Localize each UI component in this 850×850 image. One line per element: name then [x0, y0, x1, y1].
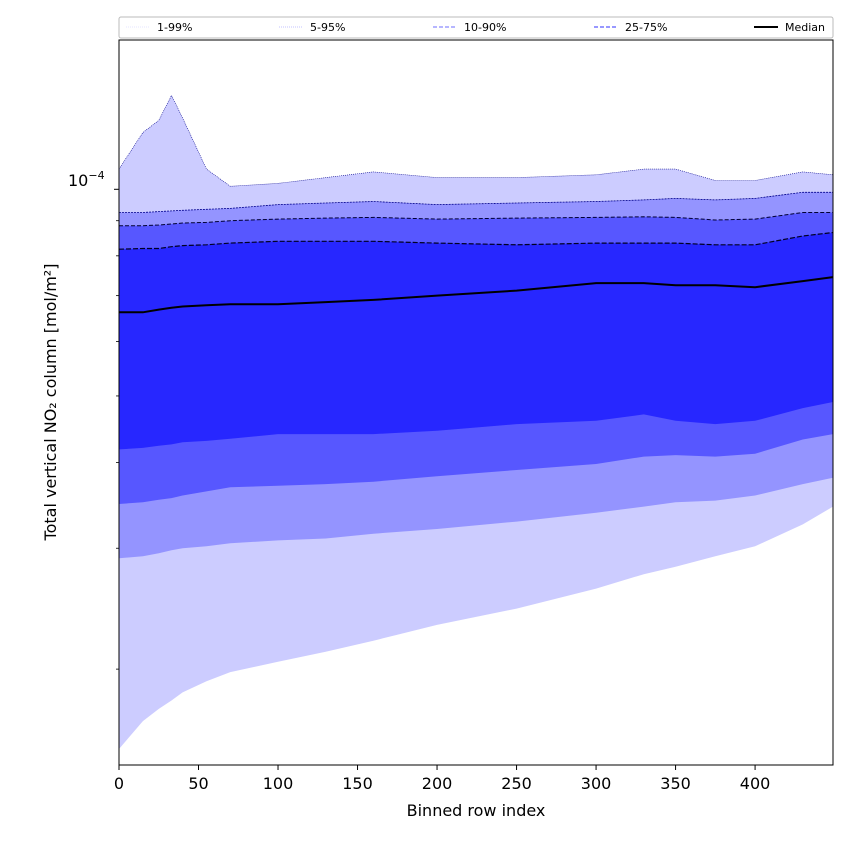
bands-group [119, 94, 833, 749]
plot-frame [118, 39, 834, 766]
y-axis: 10−4 [68, 169, 119, 670]
plot-area [119, 94, 833, 749]
legend-label: 25-75% [625, 21, 667, 34]
legend-label: 1-99% [157, 21, 192, 34]
y-axis-label: Total vertical NO₂ column [mol/m²] [41, 264, 60, 542]
x-tick-label: 300 [581, 774, 612, 793]
legend-box [118, 16, 834, 39]
line-10-90-upper [119, 212, 833, 227]
legend: 1-99% 5-95% 10-90% 25-75% Median [118, 16, 834, 39]
legend-label: 10-90% [464, 21, 506, 34]
band-25-75 [119, 232, 833, 450]
y-tick-exponent: −4 [88, 169, 104, 182]
line-25-75-upper [119, 231, 833, 250]
legend-label: Median [785, 21, 825, 34]
x-tick-label: 150 [342, 774, 373, 793]
legend-label: 5-95% [310, 21, 345, 34]
x-tick-label: 100 [263, 774, 294, 793]
x-tick-label: 400 [740, 774, 771, 793]
y-tick-label: 10−4 [68, 169, 105, 190]
x-axis-label: Binned row index [407, 801, 546, 820]
line-1-99-upper [119, 94, 833, 187]
x-tick-label: 200 [422, 774, 453, 793]
x-axis: 0 50 100 150 200 250 300 350 400 [114, 765, 770, 793]
x-tick-label: 350 [660, 774, 691, 793]
line-5-95-upper [119, 191, 833, 213]
median-line [119, 276, 833, 314]
x-tick-label: 250 [501, 774, 532, 793]
x-tick-label: 50 [188, 774, 208, 793]
x-tick-label: 0 [114, 774, 124, 793]
